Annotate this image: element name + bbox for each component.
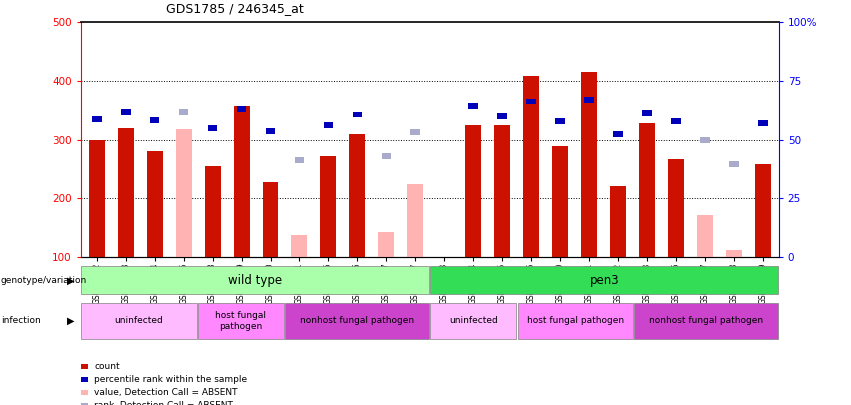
Bar [697,215,713,257]
Bar [526,99,536,104]
Bar [468,103,478,109]
Text: host fungal
pathogen: host fungal pathogen [215,311,266,330]
Bar [758,120,768,126]
Text: percentile rank within the sample: percentile rank within the sample [94,375,248,384]
Text: ▶: ▶ [66,275,74,286]
Text: nonhost fungal pathogen: nonhost fungal pathogen [300,316,414,326]
Text: wild type: wild type [228,274,283,287]
Bar [233,106,249,257]
Text: pen3: pen3 [590,274,619,287]
Bar [117,128,134,257]
Text: infection: infection [1,316,41,326]
Text: GDS1785 / 246345_at: GDS1785 / 246345_at [166,2,304,15]
Text: host fungal pathogen: host fungal pathogen [527,316,624,326]
Bar [381,153,391,158]
Bar [610,185,626,257]
Bar [517,303,632,339]
Bar [350,134,365,257]
Text: count: count [94,362,120,371]
Bar [729,162,739,167]
Bar [294,158,305,163]
Bar [237,106,246,111]
Bar [121,109,130,115]
Text: uninfected: uninfected [115,316,163,326]
Bar [643,110,652,116]
Bar [82,303,197,339]
Bar [410,129,420,135]
Bar [179,109,188,115]
Bar [263,182,278,257]
Bar [634,303,778,339]
Text: nonhost fungal pathogen: nonhost fungal pathogen [649,316,763,326]
Bar [197,303,283,339]
Bar [552,146,568,257]
Bar [323,122,334,128]
Bar [208,125,217,131]
Bar [523,76,539,257]
Bar [321,156,336,257]
Text: genotype/variation: genotype/variation [1,276,87,285]
Bar [431,303,517,339]
Bar [352,111,363,117]
Bar [585,97,594,103]
Bar [431,266,778,294]
Text: uninfected: uninfected [449,316,498,326]
Bar [82,266,429,294]
Bar [726,250,742,257]
Bar [292,235,307,257]
Bar [379,232,394,257]
Bar [671,118,681,124]
Text: rank, Detection Call = ABSENT: rank, Detection Call = ABSENT [94,401,233,405]
Bar [555,118,565,124]
Bar [146,151,163,257]
Text: ▶: ▶ [66,316,74,326]
Bar [700,137,710,143]
Bar [755,164,771,257]
Bar [175,129,191,257]
Bar [465,125,481,257]
Bar [89,140,105,257]
Bar [668,158,684,257]
Bar [497,113,507,119]
Bar [266,128,275,134]
Bar [150,117,159,123]
Bar [581,72,597,257]
Bar [408,184,423,257]
Bar [204,166,220,257]
Bar [285,303,429,339]
Bar [494,125,510,257]
Bar [614,131,623,137]
Text: value, Detection Call = ABSENT: value, Detection Call = ABSENT [94,388,238,397]
Bar [639,123,655,257]
Bar [92,116,101,122]
